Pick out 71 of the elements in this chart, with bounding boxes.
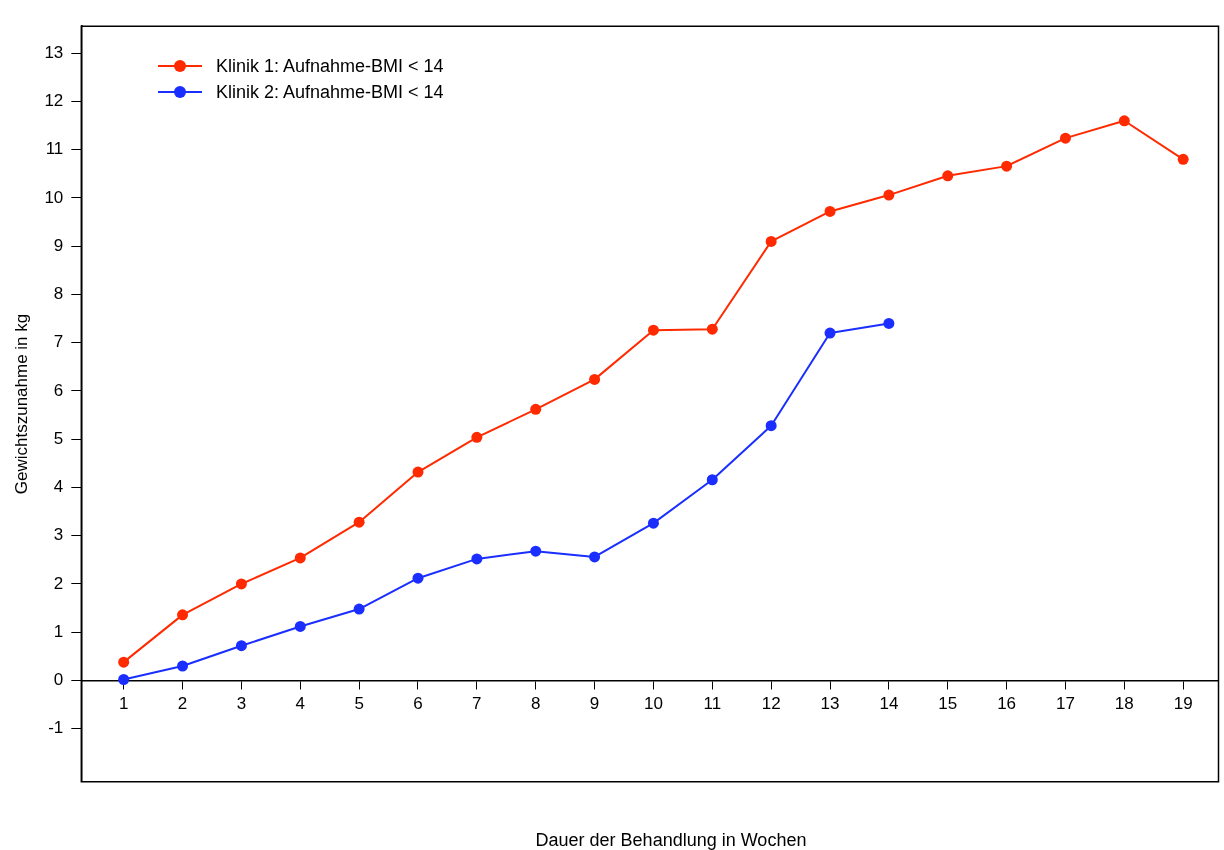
point bbox=[118, 674, 130, 686]
point bbox=[647, 324, 659, 336]
point bbox=[765, 235, 777, 247]
x-tick-label: 14 bbox=[879, 694, 899, 714]
point bbox=[706, 323, 718, 335]
y-tick-label: 4 bbox=[53, 477, 64, 497]
point bbox=[1059, 132, 1071, 144]
point bbox=[412, 466, 424, 478]
point bbox=[353, 516, 365, 528]
y-tick-label: 9 bbox=[53, 235, 64, 255]
y-axis-title: Gewichtszunahme in kg bbox=[11, 313, 31, 495]
point bbox=[1118, 115, 1130, 127]
x-tick-label: 5 bbox=[354, 694, 364, 714]
x-tick-label: 12 bbox=[761, 694, 781, 714]
y-tick-label: 2 bbox=[53, 573, 64, 593]
legend-label: Klinik 1: Aufnahme-BMI < 14 bbox=[216, 55, 444, 78]
x-tick-label: 6 bbox=[413, 694, 423, 714]
x-tick-label: 11 bbox=[703, 694, 722, 714]
y-tick-label: 7 bbox=[53, 332, 64, 352]
x-axis-title: Dauer der Behandlung in Wochen bbox=[534, 830, 808, 850]
point bbox=[883, 189, 895, 201]
x-tick-label: 8 bbox=[530, 694, 541, 714]
point bbox=[589, 551, 601, 563]
x-tick-label: 10 bbox=[643, 694, 663, 714]
y-tick-label: 1 bbox=[53, 621, 64, 641]
x-tick-label: 15 bbox=[938, 694, 958, 714]
point bbox=[647, 517, 659, 529]
y-tick-label: 6 bbox=[53, 380, 64, 400]
point bbox=[1177, 153, 1189, 165]
x-tick-label: 7 bbox=[472, 694, 482, 714]
point bbox=[294, 552, 306, 564]
point bbox=[530, 545, 542, 557]
point bbox=[471, 431, 483, 443]
x-tick-label: 2 bbox=[177, 694, 188, 714]
x-tick-label: 1 bbox=[118, 694, 129, 714]
point bbox=[177, 660, 189, 672]
x-tick-label: 17 bbox=[1056, 694, 1075, 714]
point bbox=[235, 578, 247, 590]
x-tick-label: 19 bbox=[1173, 694, 1193, 714]
x-tick-label: 4 bbox=[295, 694, 306, 714]
point bbox=[235, 640, 247, 652]
x-tick-label: 16 bbox=[997, 694, 1017, 714]
y-tick-label: -1 bbox=[48, 718, 64, 738]
point bbox=[1001, 160, 1013, 172]
y-tick-label: 11 bbox=[45, 139, 64, 159]
x-tick-label: 13 bbox=[820, 694, 840, 714]
point bbox=[353, 603, 365, 615]
y-tick-label: 3 bbox=[53, 525, 64, 545]
point bbox=[942, 170, 954, 182]
point bbox=[118, 656, 130, 668]
point bbox=[294, 620, 306, 632]
y-tick-label: 0 bbox=[53, 670, 64, 690]
x-tick-label: 9 bbox=[589, 694, 600, 714]
x-tick-label: 18 bbox=[1114, 694, 1134, 714]
y-tick-label: 12 bbox=[44, 91, 64, 111]
point bbox=[765, 420, 777, 432]
point bbox=[824, 327, 836, 339]
point bbox=[471, 553, 483, 565]
point bbox=[530, 403, 542, 415]
point bbox=[412, 572, 424, 584]
y-tick-label: 13 bbox=[44, 42, 64, 62]
point bbox=[706, 474, 718, 486]
y-tick-label: 8 bbox=[53, 284, 64, 304]
point bbox=[177, 609, 189, 621]
y-tick-label: 5 bbox=[53, 428, 64, 448]
point bbox=[883, 317, 895, 329]
legend-label: Klinik 2: Aufnahme-BMI < 14 bbox=[216, 81, 444, 104]
point bbox=[824, 205, 836, 217]
point bbox=[589, 373, 601, 385]
x-tick-label: 3 bbox=[236, 694, 247, 714]
y-tick-label: 10 bbox=[44, 187, 64, 207]
